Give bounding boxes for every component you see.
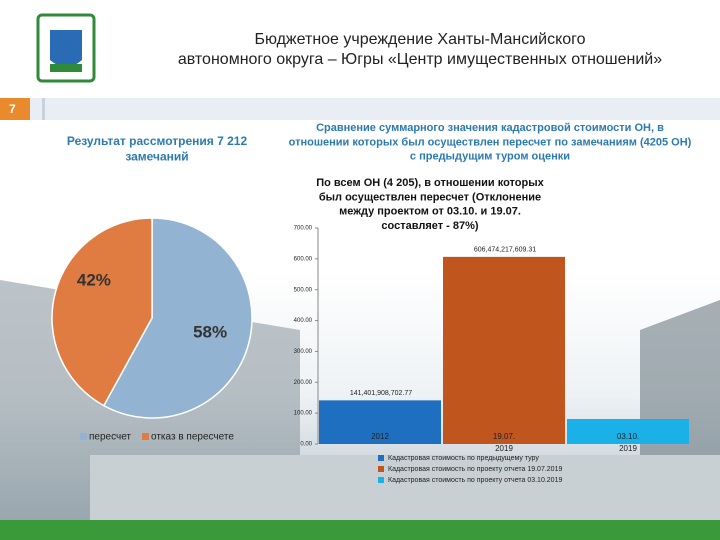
x-tick-label: 19.07. 2019 bbox=[493, 432, 515, 453]
header-title: Бюджетное учреждение Ханты-Мансийского bbox=[254, 31, 585, 48]
chart-title: Сравнение суммарного значения кадастрово… bbox=[289, 122, 692, 163]
slide-number: 7 bbox=[9, 102, 16, 116]
y-tick-label: 500.00 bbox=[294, 287, 313, 293]
y-tick-label: 200.00 bbox=[294, 380, 313, 386]
y-tick-label: 100.00 bbox=[294, 411, 313, 417]
legend-label: Кадастровая стоимость по проекту отчета … bbox=[388, 466, 562, 473]
y-tick-label: 700.00 bbox=[294, 226, 313, 232]
y-tick-label: 600.00 bbox=[294, 256, 313, 262]
legend-swatch bbox=[80, 433, 87, 440]
bar bbox=[319, 400, 441, 444]
ornament bbox=[0, 520, 720, 540]
y-tick-label: 0.00 bbox=[300, 442, 312, 448]
legend-swatch bbox=[378, 477, 384, 483]
legend-label: Кадастровая стоимость по проекту отчета … bbox=[388, 477, 562, 484]
legend-label: пересчет bbox=[89, 432, 131, 443]
legend-swatch bbox=[142, 433, 149, 440]
legend-label: Кадастровая стоимость по предыдущему тур… bbox=[388, 455, 539, 462]
photo-ground bbox=[90, 455, 720, 520]
legend-swatch bbox=[378, 455, 384, 461]
y-tick-label: 300.00 bbox=[294, 349, 313, 355]
header-title: автономного округа – Югры «Центр имущест… bbox=[178, 51, 662, 68]
bar bbox=[567, 419, 689, 444]
divider-mark bbox=[42, 98, 45, 120]
data-label: 42% bbox=[77, 271, 111, 290]
legend-label: отказ в пересчете bbox=[151, 432, 234, 443]
y-tick-label: 400.00 bbox=[294, 318, 313, 324]
pie-slice bbox=[102, 217, 253, 419]
data-label: 606,474,217,609.31 bbox=[474, 247, 536, 254]
pie-slice bbox=[51, 217, 153, 407]
data-label: 141,401,908,702.77 bbox=[350, 390, 412, 397]
chart-subtitle: По всем ОН (4 205), в отношении которых б… bbox=[316, 177, 544, 232]
logo bbox=[36, 13, 96, 83]
x-tick-label: 03.10. 2019 bbox=[617, 432, 639, 453]
data-label: 58% bbox=[193, 322, 227, 341]
bar bbox=[443, 256, 565, 444]
legend-swatch bbox=[378, 466, 384, 472]
slide-number-box bbox=[0, 98, 30, 120]
x-tick-label: 2012 bbox=[371, 432, 389, 441]
chart-title: Результат рассмотрения 7 212 замечаний bbox=[67, 134, 248, 164]
divider bbox=[0, 98, 720, 120]
